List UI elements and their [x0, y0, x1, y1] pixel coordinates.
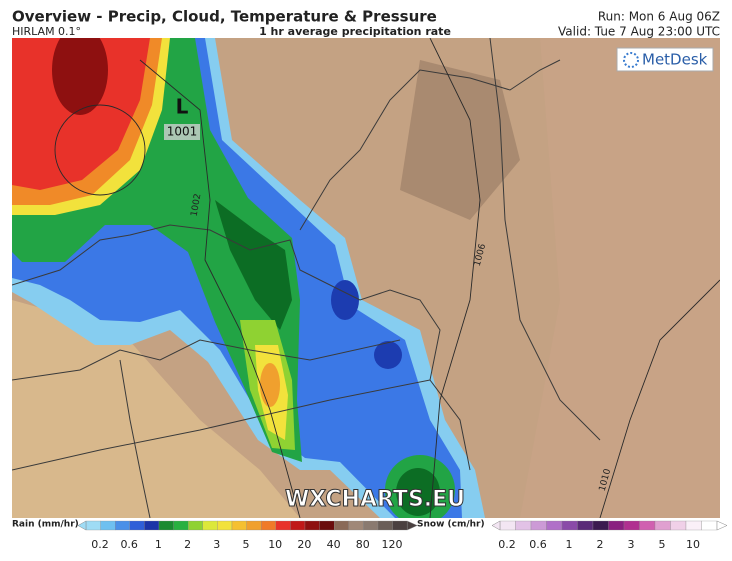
legend: 0.2 0.6 1 2 3 5 10 20 40 80 120 0.2 0.6 1 2 3 5 10: [77, 520, 728, 551]
snow-colorbar: [623, 520, 640, 531]
border: [12, 339, 401, 381]
rain-tick-label: 5: [243, 538, 250, 551]
border: [12, 379, 431, 471]
rain-colorbar-arrow: [406, 520, 418, 531]
valid: Valid: Tue 7 Aug 23:00 UTC: [558, 25, 720, 39]
rain-colorbar: [85, 520, 101, 531]
rain-dark-blue: [374, 341, 402, 369]
border: [119, 359, 151, 518]
watermark: WXCHARTS.EU: [285, 487, 465, 512]
snow-colorbar: [654, 520, 671, 531]
rain-colorbar: [158, 520, 174, 531]
rain-colorbar: [363, 520, 379, 531]
rain-colorbar: [100, 520, 116, 531]
rain-tick-label: 0.2: [91, 538, 109, 551]
snow-colorbar: [530, 520, 547, 531]
rain-tick-label: 120: [382, 538, 403, 551]
low-symbol: L: [176, 95, 189, 119]
coastline: [299, 59, 561, 231]
rain-tick-label: 0.6: [120, 538, 138, 551]
logo: MetDesk: [642, 51, 708, 69]
snow-colorbar: [670, 520, 687, 531]
snow-colorbar-arrow: [491, 520, 501, 531]
isobar: [139, 59, 301, 518]
land: [12, 300, 300, 518]
rain-colorbar: [392, 520, 408, 531]
rain-colorbar: [173, 520, 189, 531]
isobar: [599, 279, 720, 518]
snow-tick-label: 2: [597, 538, 604, 551]
snow-tick-label: 1: [566, 538, 573, 551]
logo-icon: [623, 52, 639, 68]
rain-colorbar: [188, 520, 203, 531]
rain-dark-green: [215, 200, 292, 330]
snow-tick-label: 10: [686, 538, 700, 551]
rain-dark-green: [396, 468, 440, 516]
snow-colorbar: [608, 520, 625, 531]
snow-tick-label: 3: [628, 538, 635, 551]
snow-colorbar: [701, 520, 718, 531]
rain-orange: [260, 363, 280, 407]
rain-legend-label: Rain (mm/hr): [12, 520, 79, 530]
label-box: [164, 124, 200, 140]
rain-tick-label: 20: [297, 538, 311, 551]
rain-colorbar: [246, 520, 262, 531]
rain-tick-label: 3: [213, 538, 220, 551]
snow-colorbar: [577, 520, 594, 531]
snow-colorbar: [546, 520, 563, 531]
rain-colorbar: [217, 520, 233, 531]
rain-colorbar: [377, 520, 393, 531]
rain-colorbar: [304, 520, 320, 531]
rain-tick-label: 10: [268, 538, 282, 551]
rain-tick-label: 40: [327, 538, 341, 551]
rain-colorbar: [348, 520, 364, 531]
rain-dark-blue: [331, 280, 359, 320]
rain-colorbar: [144, 520, 160, 531]
isobar: [429, 38, 481, 518]
rain-colorbar: [129, 520, 145, 531]
rain-colorbar: [334, 520, 349, 531]
rain-colorbar: [231, 520, 247, 531]
coastline: [12, 224, 471, 471]
snow-legend-label: Snow (cm/hr): [417, 520, 485, 530]
snow-colorbar-arrow: [716, 520, 728, 531]
model: HIRLAM 0.1°: [12, 25, 81, 38]
snow-tick-label: 0.2: [498, 538, 516, 551]
map: L 1001 1002 1006 1010 WXCHARTS.EU: [12, 38, 720, 518]
rain-tick-label: 1: [155, 538, 162, 551]
snow-colorbar: [561, 520, 578, 531]
snow-colorbar: [685, 520, 702, 531]
rain-colorbar-arrow: [77, 520, 87, 531]
subtitle: 1 hr average precipitation rate: [259, 25, 451, 38]
isobar-label: 1002: [190, 193, 204, 217]
title: Overview - Precip, Cloud, Temperature & …: [12, 8, 437, 26]
rain-colorbar: [319, 520, 335, 531]
snow-tick-label: 0.6: [529, 538, 547, 551]
isobar: [54, 104, 146, 196]
logo-box: [616, 47, 714, 72]
rain-tick-label: 80: [356, 538, 370, 551]
cloud: [520, 38, 720, 518]
snow-colorbar: [592, 520, 609, 531]
snow-colorbar: [515, 520, 532, 531]
rain-tick-label: 2: [184, 538, 191, 551]
low-pressure: 1001: [167, 125, 198, 139]
run: Run: Mon 6 Aug 06Z: [598, 10, 720, 24]
snow-colorbar: [499, 520, 516, 531]
cloud: [400, 60, 520, 220]
rain-colorbar: [275, 520, 291, 531]
rain-colorbar: [202, 520, 218, 531]
rain-colorbar: [115, 520, 130, 531]
border: [489, 38, 601, 441]
rain-colorbar: [261, 520, 276, 531]
rain-colorbar: [290, 520, 306, 531]
rain-dark-red: [52, 38, 108, 115]
snow-colorbar: [639, 520, 656, 531]
snow-tick-label: 5: [659, 538, 666, 551]
